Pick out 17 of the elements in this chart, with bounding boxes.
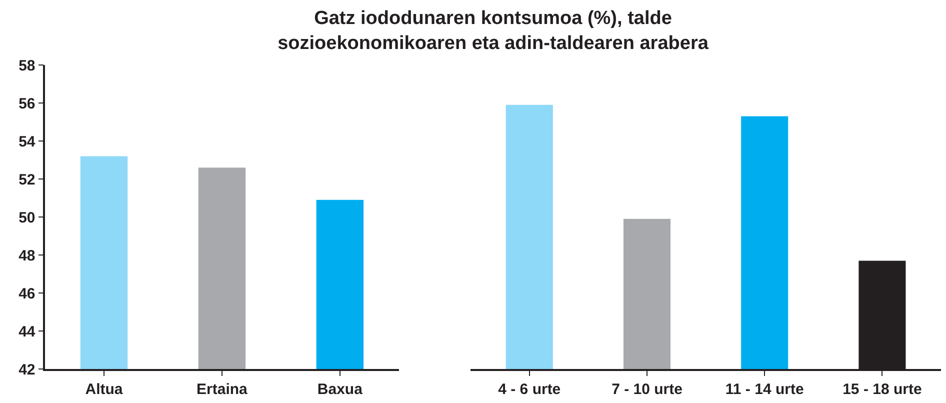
y-tick-label: 48 [18,247,36,264]
x-tick-label: 15 - 18 urte [842,380,922,398]
text: Gatz iododunaren kontsumoa (%), talde sozioekonomikoaren eta adin-taldearen arabera [278,8,709,54]
y-tick-label: 56 [18,95,36,112]
y-tick-label: 46 [18,285,36,302]
y-tick-label: 50 [18,209,36,226]
x-tick-label: 11 - 14 urte [725,380,804,398]
x-tick-label: Altua [85,380,124,398]
x-tick-label: 4 - 6 urte [498,380,561,398]
y-tick-label: 54 [18,133,36,150]
y-tick-label: 42 [18,361,36,378]
y-tick-label: 52 [18,171,36,188]
x-tick-label: Baxua [317,380,364,398]
x-tick-label: 7 - 10 urte [612,380,682,398]
y-tick-label: 44 [18,323,36,340]
x-tick-label: Ertaina [196,380,248,398]
y-tick-label: 58 [18,57,36,74]
